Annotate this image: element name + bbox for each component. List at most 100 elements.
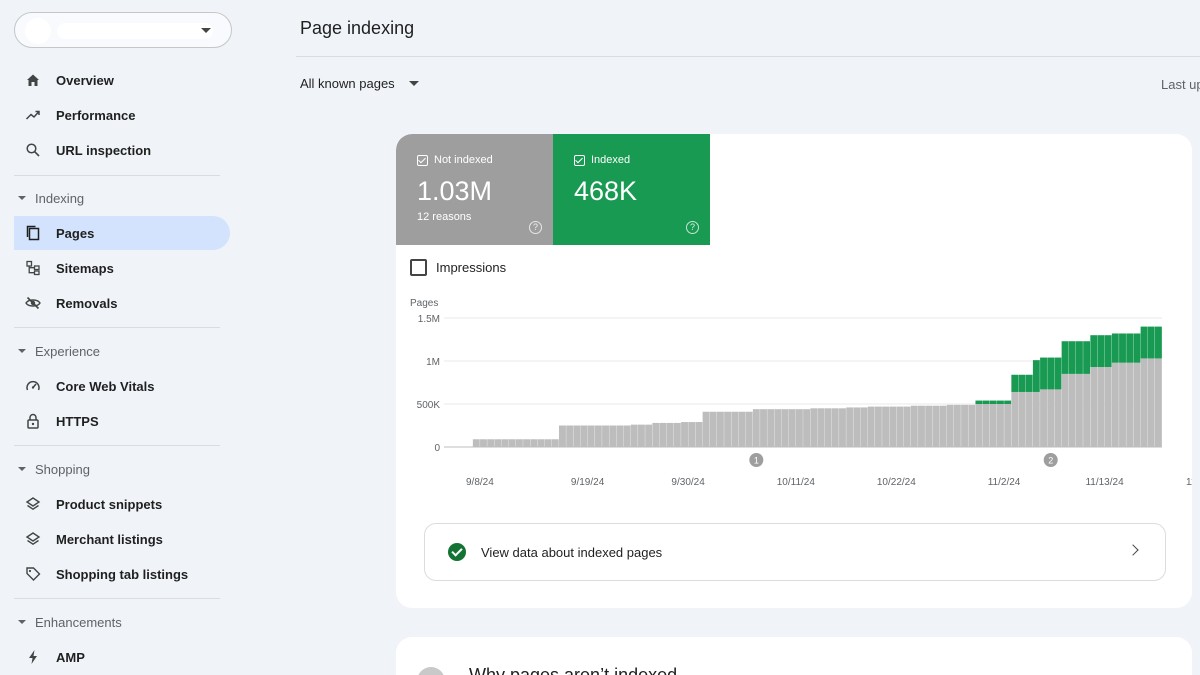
help-icon[interactable]: ? [529,221,542,234]
bar-not-indexed [616,425,624,447]
bar-indexed [975,400,983,404]
bar-not-indexed [1090,367,1098,447]
collapse-icon [18,349,26,353]
nav-item-product-snippets[interactable]: Product snippets [14,487,230,521]
bar-not-indexed [1032,391,1040,447]
bar-indexed [1111,333,1119,363]
nav-item-removals[interactable]: Removals [14,286,230,320]
home-icon [14,72,52,88]
bar-not-indexed [767,409,775,447]
bar-not-indexed [537,439,545,447]
bar-indexed [1140,326,1148,359]
checkbox-checked-icon [574,154,585,166]
property-selector[interactable] [14,12,232,48]
bar-not-indexed [494,439,502,447]
nav-item-core-web-vitals[interactable]: Core Web Vitals [14,369,230,403]
nav-item-amp[interactable]: AMP [14,640,230,674]
bar-not-indexed [968,404,976,447]
nav-label: Core Web Vitals [56,378,155,394]
view-data-label: View data about indexed pages [481,544,663,560]
divider [296,56,1200,57]
bar-not-indexed [781,409,789,447]
bar-not-indexed [472,439,480,447]
section-shopping[interactable]: Shopping [18,459,90,479]
x-tick-label: 9/30/24 [671,477,705,488]
bar-indexed [1147,326,1155,359]
impressions-toggle[interactable]: Impressions [410,259,506,276]
bar-not-indexed [1004,404,1012,447]
nav-item-pages[interactable]: Pages [14,216,230,250]
bar-not-indexed [982,404,990,447]
bar-not-indexed [1104,367,1112,447]
section-title: Shopping [35,461,90,477]
view-indexed-data-row[interactable]: View data about indexed pages [424,523,1166,581]
bar-not-indexed [1119,362,1126,447]
lock-icon [14,413,52,429]
search-icon [14,142,52,158]
bar-not-indexed [652,422,660,447]
bar-indexed [1083,341,1091,374]
help-icon[interactable]: ? [686,221,699,234]
indexing-summary-card: Not indexed 1.03M 12 reasons ? Indexed 4… [396,134,1192,608]
bar-indexed [1032,360,1040,392]
nav-item-overview[interactable]: Overview [14,63,230,97]
bar-not-indexed [566,425,574,447]
bar-indexed [1119,333,1126,363]
bar-not-indexed [1154,358,1162,447]
section-experience[interactable]: Experience [18,341,100,361]
bar-indexed [982,400,990,404]
divider [14,175,220,176]
bar-not-indexed [1133,362,1141,447]
nav-item-performance[interactable]: Performance [14,98,230,132]
bar-not-indexed [1083,373,1091,447]
pages-filter-dropdown[interactable]: All known pages [300,76,419,91]
indexed-tile[interactable]: Indexed 468K ? [553,134,710,245]
bar-not-indexed [480,439,487,447]
nav-item-sitemaps[interactable]: Sitemaps [14,251,230,285]
bar-not-indexed [630,424,638,447]
bar-not-indexed [932,405,940,447]
bar-not-indexed [824,408,832,447]
property-name-redacted [57,23,213,39]
check-circle-icon [448,543,466,561]
nav-item-merchant-listings[interactable]: Merchant listings [14,522,230,556]
bar-not-indexed [659,422,667,447]
bar-indexed [1047,357,1055,390]
bar-indexed [1011,374,1019,392]
bar-indexed [1040,357,1047,390]
bar-not-indexed [918,405,925,447]
bar-not-indexed [587,425,595,447]
bar-not-indexed [774,409,782,447]
trending-icon [14,107,52,123]
bar-not-indexed [602,425,609,447]
nav-label: Merchant listings [56,531,163,547]
section-enhancements[interactable]: Enhancements [18,612,122,632]
bar-not-indexed [810,408,818,447]
nav-item-url-inspection[interactable]: URL inspection [14,133,230,167]
nav-item-shopping-tab-listings[interactable]: Shopping tab listings [14,557,230,591]
filter-label: All known pages [300,76,395,91]
bar-not-indexed [688,422,696,447]
bar-not-indexed [803,409,811,447]
nav-label: HTTPS [56,413,99,429]
bar-not-indexed [515,439,523,447]
bar-not-indexed [867,406,875,447]
checkbox-icon [410,259,427,276]
bar-indexed [1154,326,1162,359]
bar-indexed [1126,333,1134,363]
pages-chart: Pages 0 500K 1M 1.5M 9/8/24 9/19/24 9/30/24 10/1… [410,298,1192,488]
bolt-icon [14,649,52,665]
bar-not-indexed [853,407,861,447]
bar-not-indexed [638,424,645,447]
chevron-down-icon [201,28,211,33]
section-indexing[interactable]: Indexing [18,188,84,208]
nav-label: Shopping tab listings [56,566,189,582]
bar-not-indexed [874,406,882,447]
bar-not-indexed [1075,373,1083,447]
nav-label: Product snippets [56,496,163,512]
bar-not-indexed [831,408,839,447]
annotation-label: 2 [1048,456,1053,466]
nav-item-https[interactable]: HTTPS [14,404,230,438]
not-indexed-tile[interactable]: Not indexed 1.03M 12 reasons ? [396,134,553,245]
y-tick-label: 1M [426,357,440,368]
